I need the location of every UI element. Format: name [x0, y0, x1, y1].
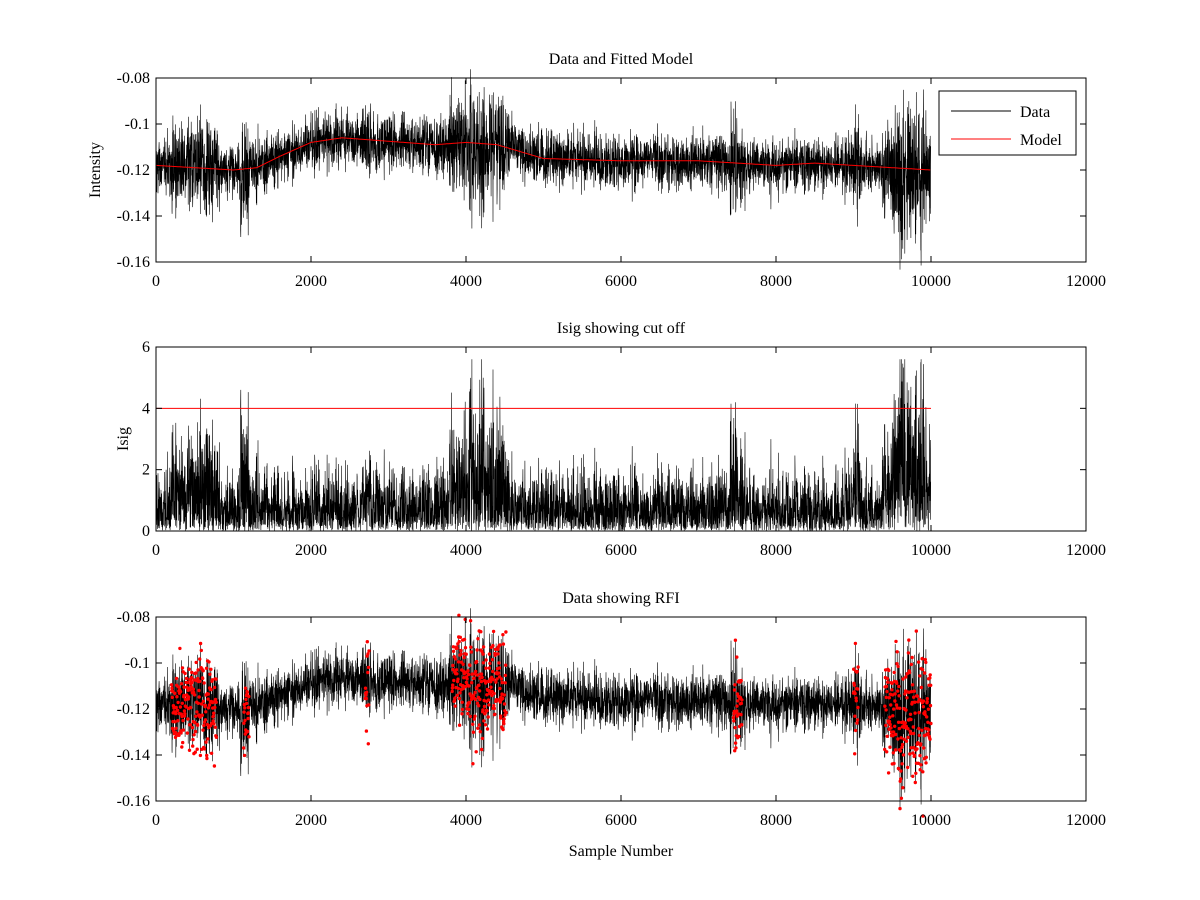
series-line-data	[155, 608, 932, 809]
y-tick-label: 2	[142, 462, 150, 479]
legend-entry-data: Data	[1020, 104, 1050, 121]
x-tick-label: 2000	[295, 542, 327, 559]
y-tick-label: -0.08	[117, 609, 150, 626]
y-tick-label: -0.1	[125, 116, 150, 133]
x-axis-label: Sample Number	[569, 843, 674, 860]
legend-box	[938, 90, 1077, 156]
x-tick-label: 10000	[911, 542, 951, 559]
y-tick-label: -0.08	[117, 70, 150, 87]
ticks: 0 2000 4000 6000 8000 10000 12000 -0.16 -0.14 -0.…	[117, 609, 1106, 829]
y-tick-label: 4	[142, 400, 150, 417]
x-tick-label: 10000	[911, 812, 951, 829]
panel-data-showing-rfi: Data showing RFI 0 2000 4000 6000 8000 10000 1…	[117, 590, 1106, 860]
x-tick-label: 12000	[1066, 542, 1106, 559]
legend-entry-model: Model	[1020, 132, 1062, 149]
x-tick-label: 4000	[450, 812, 482, 829]
x-tick-label: 0	[152, 542, 160, 559]
panel-isig-showing-cut-off: Isig showing cut off Isig 0 2000 4000 6000 8…	[115, 320, 1106, 559]
x-tick-label: 6000	[605, 273, 637, 290]
axes-frame	[155, 77, 1087, 263]
plot-area	[155, 608, 933, 818]
x-tick-label: 2000	[295, 273, 327, 290]
x-tick-label: 12000	[1066, 273, 1106, 290]
plot-area	[155, 69, 932, 270]
axes-frame	[155, 616, 1087, 802]
x-tick-label: 8000	[760, 812, 792, 829]
y-tick-label: -0.12	[117, 162, 150, 179]
series-line-data	[155, 69, 932, 270]
y-axis-label: Isig	[115, 427, 132, 451]
y-axis-label: Intensity	[87, 142, 104, 198]
y-tick-label: -0.12	[117, 701, 150, 718]
y-tick-label: -0.1	[125, 655, 150, 672]
series-line-isig	[155, 359, 932, 532]
plot-area	[155, 359, 932, 532]
x-tick-label: 8000	[760, 542, 792, 559]
y-tick-label: -0.14	[117, 747, 150, 764]
x-tick-label: 4000	[450, 273, 482, 290]
x-tick-label: 0	[152, 273, 160, 290]
panel-data-and-fitted-model: Data and Fitted Model Intensity 0 2000 400…	[87, 51, 1106, 290]
y-tick-label: -0.16	[117, 254, 150, 271]
chart-title: Data showing RFI	[562, 590, 679, 607]
y-tick-label: -0.16	[117, 793, 150, 810]
x-tick-label: 8000	[760, 273, 792, 290]
axes-frame	[155, 346, 1087, 532]
x-tick-label: 6000	[605, 812, 637, 829]
ticks: 0 2000 4000 6000 8000 10000 12000 -0.16 -0.14 -0.…	[117, 70, 1106, 290]
series-line-model	[156, 137, 931, 171]
y-tick-label: 0	[142, 523, 150, 540]
x-tick-label: 10000	[911, 273, 951, 290]
rfi-markers	[169, 613, 933, 818]
x-tick-label: 2000	[295, 812, 327, 829]
y-tick-label: 6	[142, 339, 150, 356]
legend: Data Model	[938, 90, 1077, 156]
chart-title: Data and Fitted Model	[549, 51, 694, 68]
chart-title: Isig showing cut off	[557, 320, 686, 337]
x-tick-label: 0	[152, 812, 160, 829]
ticks: 0 2000 4000 6000 8000 10000 12000 0 2 4 6	[142, 339, 1106, 559]
x-tick-label: 12000	[1066, 812, 1106, 829]
x-tick-label: 6000	[605, 542, 637, 559]
x-tick-label: 4000	[450, 542, 482, 559]
y-tick-label: -0.14	[117, 208, 150, 225]
